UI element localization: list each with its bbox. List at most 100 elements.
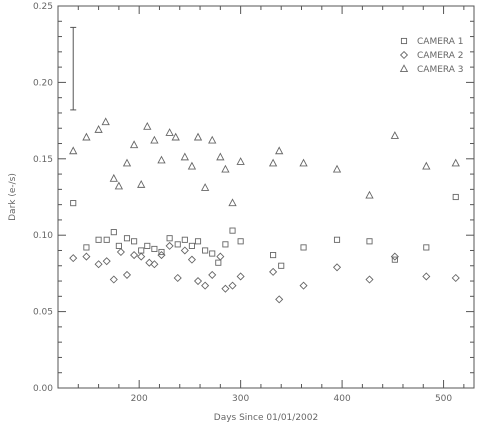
- data-point: [187, 161, 197, 170]
- data-point: [110, 229, 117, 236]
- data-point: [82, 252, 91, 261]
- data-point: [95, 236, 102, 243]
- y-tick-label: 0.00: [33, 384, 53, 394]
- legend-label-2: CAMERA 2: [417, 51, 464, 61]
- data-point: [157, 251, 166, 260]
- data-point: [123, 235, 131, 242]
- data-point: [131, 238, 138, 245]
- data-point: [390, 131, 400, 139]
- data-point: [237, 238, 244, 245]
- legend-marker-2: [399, 50, 409, 60]
- data-point: [422, 272, 431, 281]
- data-point: [150, 135, 159, 144]
- data-point: [333, 236, 341, 243]
- data-point: [158, 248, 165, 256]
- data-point: [332, 164, 342, 173]
- data-point: [422, 161, 431, 170]
- data-point: [102, 257, 111, 266]
- data-point: [174, 241, 181, 248]
- data-point: [208, 135, 217, 144]
- legend-marker-3: [399, 64, 409, 73]
- data-point: [144, 242, 151, 249]
- data-point: [423, 244, 430, 251]
- data-point: [171, 132, 180, 141]
- data-point: [188, 242, 195, 249]
- data-point: [83, 244, 90, 251]
- data-point: [299, 158, 308, 167]
- data-point: [115, 242, 122, 249]
- data-point: [451, 158, 460, 167]
- data-point: [180, 246, 189, 255]
- data-point: [215, 259, 222, 266]
- x-tick-label: 200: [131, 394, 148, 404]
- data-point: [129, 140, 139, 149]
- legend-marker-1: [400, 37, 408, 45]
- data-point: [300, 244, 307, 251]
- data-point: [221, 164, 230, 173]
- data-point: [208, 270, 217, 279]
- data-point: [365, 190, 374, 199]
- data-point: [143, 121, 152, 130]
- data-point: [165, 241, 174, 250]
- data-point: [221, 284, 230, 293]
- data-markers: [69, 117, 460, 304]
- data-point: [193, 277, 203, 286]
- series-1: [70, 193, 459, 269]
- data-point: [269, 267, 278, 276]
- x-axis-title: Days Since 01/01/2002: [214, 413, 318, 423]
- data-point: [69, 254, 78, 263]
- data-point: [145, 258, 154, 267]
- data-point: [390, 252, 399, 261]
- data-point: [299, 281, 308, 290]
- data-point: [452, 193, 459, 201]
- data-point: [181, 236, 188, 243]
- data-point: [138, 247, 145, 254]
- x-tick-label: 500: [435, 394, 452, 404]
- x-tick-label: 300: [232, 394, 249, 404]
- y-tick-label: 0.10: [33, 231, 53, 241]
- data-point: [332, 263, 342, 272]
- y-tick-label: 0.15: [33, 155, 53, 165]
- data-point: [103, 236, 110, 243]
- legend-label-3: CAMERA 3: [417, 65, 464, 75]
- legend-label-1: CAMERA 1: [417, 37, 464, 47]
- data-point: [173, 273, 182, 283]
- data-point: [228, 281, 237, 290]
- data-point: [166, 235, 173, 242]
- data-point: [109, 275, 118, 284]
- data-point: [69, 146, 78, 155]
- data-point: [451, 273, 460, 283]
- series-3: [69, 117, 460, 207]
- y-axis-title: Dark (e-/s): [8, 173, 18, 221]
- data-point: [229, 227, 236, 234]
- data-point: [193, 132, 203, 141]
- data-point: [165, 128, 174, 136]
- data-point: [200, 183, 210, 191]
- data-point: [137, 252, 146, 261]
- data-point: [222, 241, 229, 248]
- data-point: [275, 295, 284, 304]
- y-tick-label: 0.20: [33, 78, 53, 88]
- data-point: [94, 260, 103, 269]
- data-point: [94, 125, 103, 133]
- data-point: [209, 250, 216, 257]
- data-point: [275, 146, 284, 155]
- data-point: [130, 251, 139, 260]
- data-point: [216, 152, 225, 161]
- data-point: [114, 181, 124, 190]
- y-tick-label: 0.05: [33, 308, 53, 318]
- plot-frame: [57, 5, 475, 389]
- data-point: [236, 157, 245, 165]
- data-point: [391, 256, 398, 263]
- plot-axes: [57, 5, 475, 389]
- data-point: [236, 272, 245, 281]
- data-point: [150, 260, 159, 269]
- data-point: [268, 158, 278, 167]
- data-point: [194, 238, 202, 245]
- y-tick-label: 0.25: [33, 2, 53, 12]
- data-point: [109, 173, 118, 182]
- data-point: [116, 247, 125, 257]
- axis-ticks: 200 300 400 500 0.00 0.05 0.10 0.15 0.20 0.25: [33, 2, 474, 404]
- data-point: [187, 255, 196, 264]
